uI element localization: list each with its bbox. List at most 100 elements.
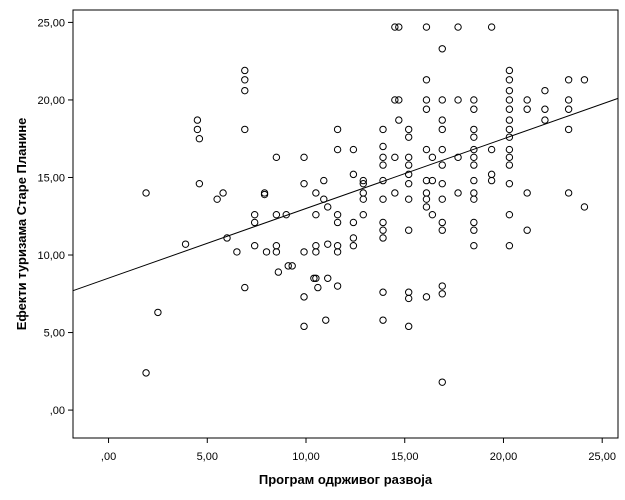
data-point — [470, 195, 478, 203]
y-tick-label: ,00 — [50, 405, 65, 417]
data-point — [154, 308, 162, 317]
data-point — [404, 294, 413, 303]
data-point — [470, 96, 478, 104]
data-point — [379, 218, 387, 227]
data-point — [312, 189, 320, 197]
data-point — [438, 179, 446, 188]
data-point — [523, 189, 531, 197]
data-point — [395, 23, 403, 31]
data-point — [349, 170, 358, 179]
data-point — [404, 170, 413, 179]
x-axis-title: Програм одрживог развоја — [259, 472, 433, 487]
data-point — [487, 176, 496, 185]
data-point — [422, 96, 431, 104]
data-point — [142, 189, 150, 197]
data-point — [320, 176, 328, 185]
data-point — [438, 218, 446, 227]
data-point — [470, 242, 478, 250]
data-point — [470, 176, 478, 185]
data-point — [404, 195, 413, 203]
data-point — [505, 125, 514, 134]
data-point — [391, 96, 399, 104]
data-point — [250, 242, 259, 250]
data-point — [262, 248, 271, 256]
data-point — [379, 316, 387, 324]
data-point — [454, 189, 462, 197]
data-point — [422, 195, 431, 203]
data-point — [438, 125, 446, 134]
data-point — [454, 153, 462, 162]
data-point — [395, 96, 403, 104]
data-point — [241, 125, 249, 134]
data-point — [404, 153, 413, 162]
data-point — [379, 226, 387, 234]
data-point — [241, 76, 249, 84]
data-point — [391, 153, 399, 162]
data-point — [359, 176, 367, 185]
data-point — [422, 23, 431, 31]
data-point — [470, 218, 478, 227]
data-points — [142, 23, 589, 386]
y-axis-title: Ефекти туризама Старе Планине — [14, 118, 29, 331]
data-point — [505, 86, 514, 95]
data-point — [300, 322, 308, 331]
data-point — [391, 189, 399, 197]
data-point — [404, 133, 413, 141]
data-point — [505, 145, 514, 154]
data-point — [470, 153, 478, 162]
data-point — [333, 218, 342, 227]
data-point — [470, 133, 478, 141]
data-point — [523, 96, 531, 104]
data-point — [404, 179, 413, 188]
data-point — [564, 76, 573, 84]
data-point — [470, 125, 478, 134]
data-point — [195, 179, 204, 188]
x-tick-label: 25,00 — [588, 451, 616, 463]
data-point — [422, 76, 431, 84]
data-point — [470, 105, 478, 113]
data-point — [349, 218, 358, 227]
data-point — [438, 378, 446, 386]
data-point — [391, 23, 399, 31]
data-point — [422, 145, 431, 154]
x-tick-label: 10,00 — [292, 451, 320, 463]
data-point — [379, 234, 387, 242]
data-point — [438, 282, 446, 290]
fit-line — [72, 97, 619, 292]
data-point — [487, 23, 496, 31]
data-point — [395, 116, 403, 124]
data-point — [241, 86, 249, 95]
data-point — [470, 161, 478, 169]
data-point — [428, 153, 437, 162]
data-point — [333, 248, 342, 256]
data-point — [505, 66, 514, 75]
data-point — [564, 125, 573, 134]
data-point — [324, 203, 332, 211]
x-axis: ,00 5,00 10,00 15,00 20,00 25,00 — [101, 438, 616, 463]
data-point — [349, 242, 358, 250]
data-point — [438, 45, 446, 53]
data-point — [241, 283, 249, 292]
data-point — [233, 248, 241, 256]
y-tick-label: 15,00 — [37, 172, 65, 184]
data-point — [213, 195, 221, 203]
data-point — [422, 203, 431, 211]
data-point — [438, 226, 446, 234]
data-point — [438, 96, 446, 104]
data-point — [438, 116, 446, 124]
data-point — [272, 153, 281, 162]
data-point — [580, 76, 589, 84]
data-point — [288, 262, 296, 270]
data-point — [314, 283, 322, 292]
data-point — [470, 145, 478, 154]
data-point — [300, 153, 308, 162]
data-point — [193, 116, 202, 124]
data-point — [333, 125, 342, 134]
data-point — [505, 116, 514, 124]
data-point — [300, 248, 308, 256]
data-point — [454, 96, 462, 104]
data-point — [438, 195, 446, 203]
data-point — [428, 176, 437, 185]
data-point — [310, 274, 318, 282]
